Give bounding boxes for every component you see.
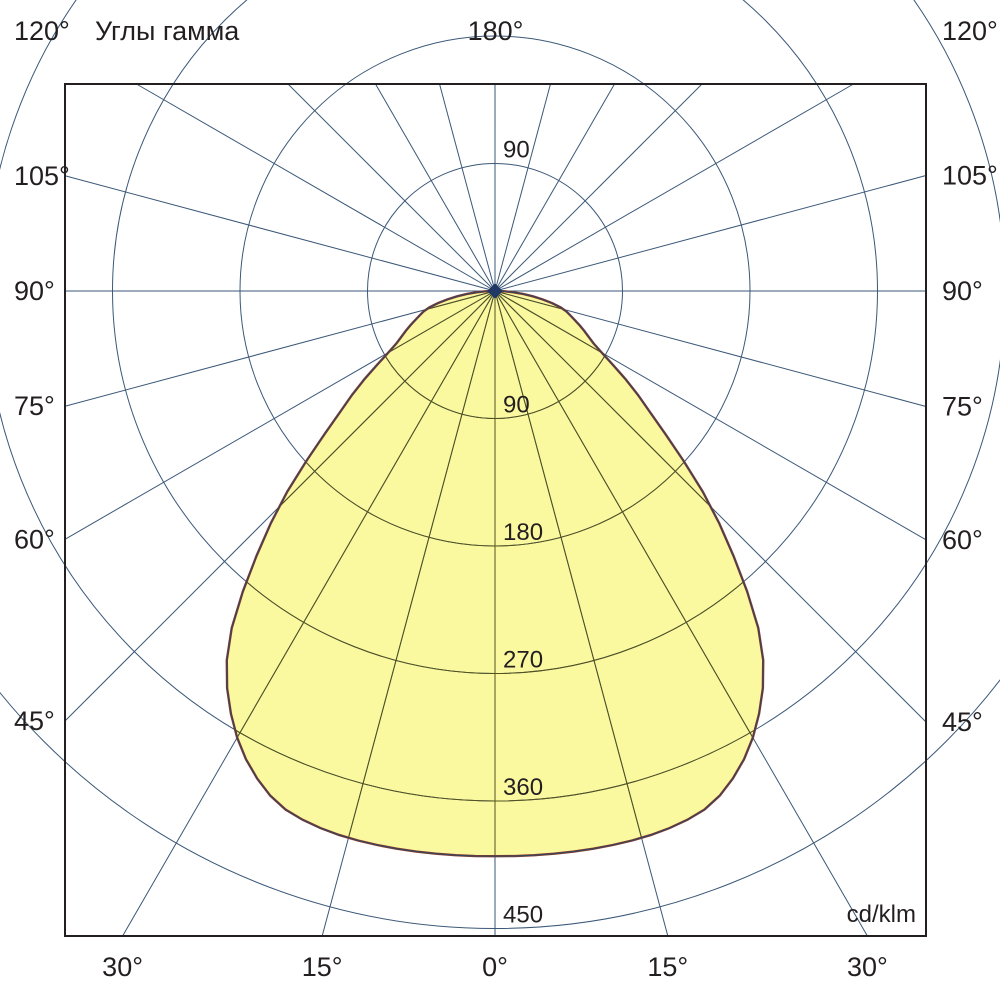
svg-text:105°: 105° (942, 161, 998, 191)
svg-text:180°: 180° (468, 16, 524, 46)
svg-text:60°: 60° (14, 524, 55, 554)
svg-text:90°: 90° (942, 276, 983, 306)
svg-text:120°: 120° (14, 16, 70, 46)
svg-text:120°: 120° (942, 16, 998, 46)
svg-text:45°: 45° (14, 706, 55, 736)
svg-text:30°: 30° (102, 952, 143, 982)
svg-text:75°: 75° (942, 391, 983, 421)
svg-text:Углы гамма: Углы гамма (95, 16, 240, 46)
svg-text:75°: 75° (14, 391, 55, 421)
svg-text:60°: 60° (942, 525, 983, 555)
svg-text:90°: 90° (14, 276, 55, 306)
svg-text:90: 90 (503, 392, 530, 419)
svg-text:360: 360 (503, 774, 543, 801)
svg-text:270: 270 (503, 647, 543, 674)
svg-text:450: 450 (503, 902, 543, 929)
svg-text:15°: 15° (302, 952, 343, 982)
svg-text:15°: 15° (647, 952, 688, 982)
svg-text:45°: 45° (942, 707, 983, 737)
svg-text:105°: 105° (14, 161, 70, 191)
svg-text:90: 90 (503, 137, 530, 164)
svg-text:30°: 30° (847, 952, 888, 982)
svg-text:cd/klm: cd/klm (847, 901, 916, 928)
svg-text:180: 180 (503, 519, 543, 546)
svg-text:0°: 0° (482, 952, 508, 982)
